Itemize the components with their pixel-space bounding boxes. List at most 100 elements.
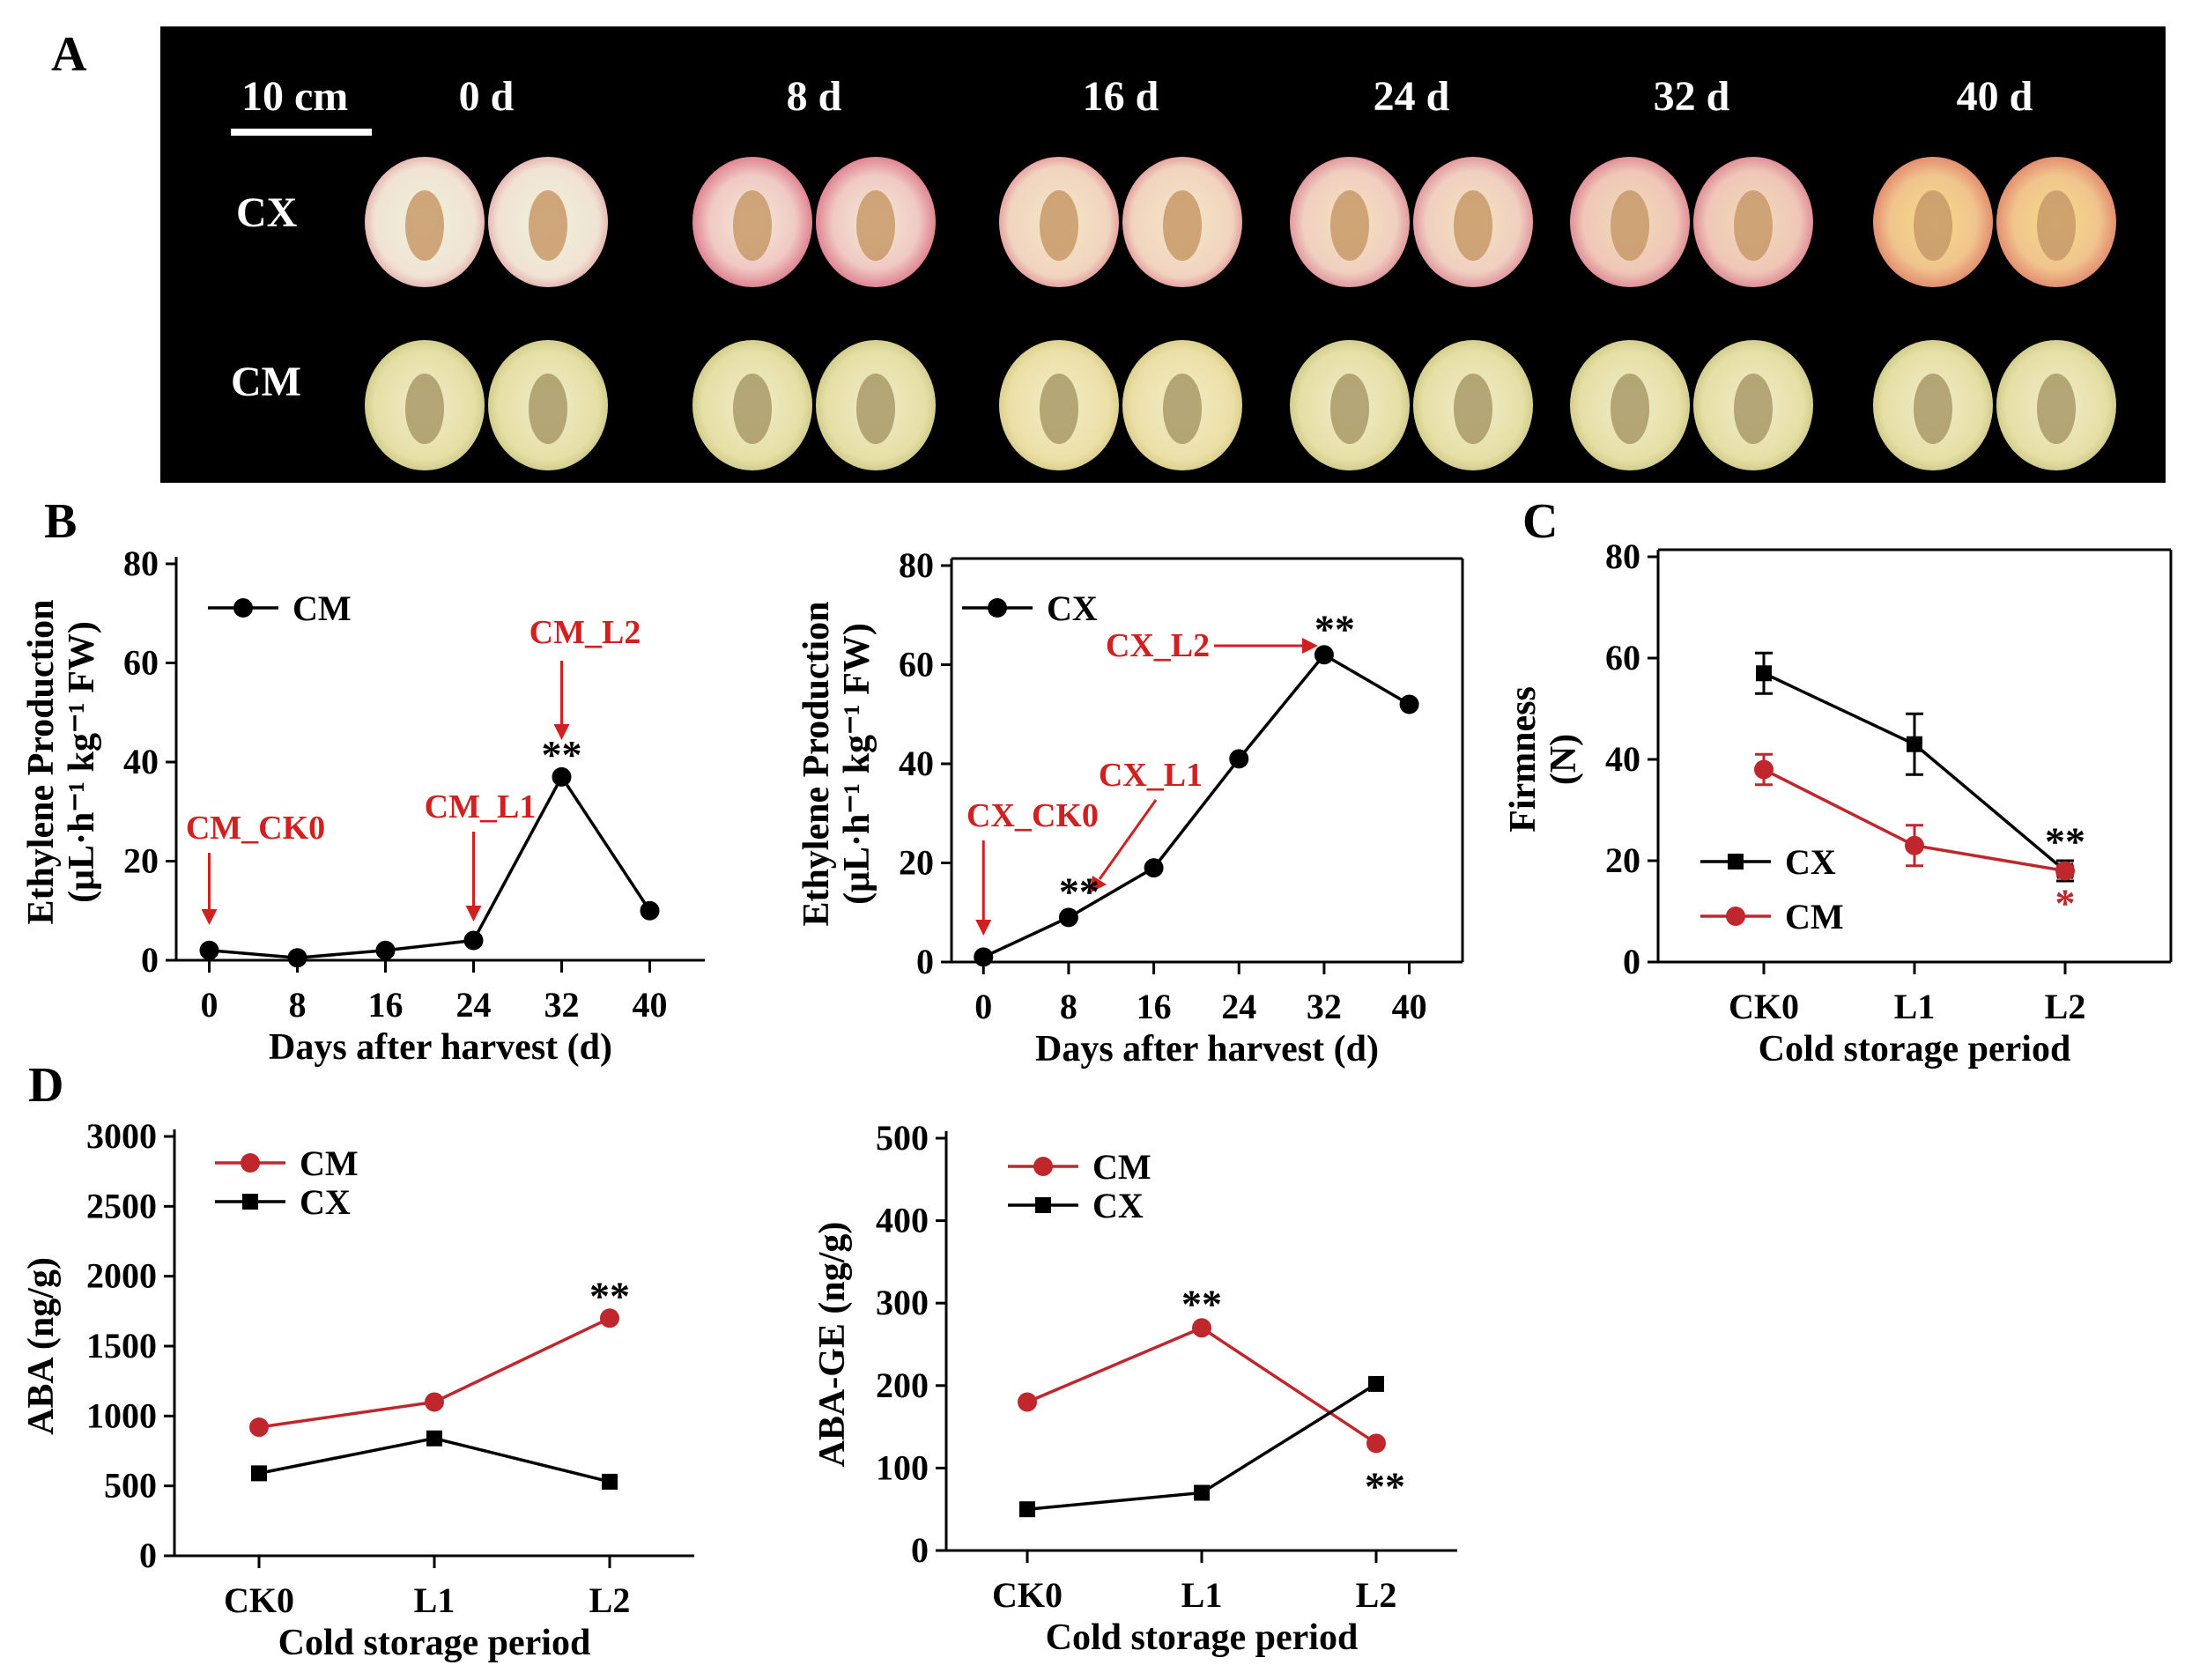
fruit-half-cm-1-left — [692, 340, 812, 470]
fruit-stone — [1040, 374, 1078, 444]
y-tick-label: 60 — [1605, 638, 1640, 677]
annotation-label: CM_L1 — [425, 788, 537, 825]
annotation-arrowhead — [553, 724, 570, 740]
fruit-stone — [856, 190, 895, 261]
y-tick-label: 60 — [123, 643, 159, 683]
fruit-stone — [529, 190, 567, 261]
fruit-half-cx-2-left — [999, 157, 1119, 287]
significance-mark: ** — [542, 732, 582, 777]
day-label-0: 0 d — [458, 73, 515, 120]
x-axis-title: Cold storage period — [1046, 1617, 1359, 1658]
y-tick-label: 2500 — [86, 1186, 157, 1225]
fruit-stone — [1330, 190, 1369, 261]
y-tick-label: 40 — [1605, 739, 1640, 779]
y-tick-label: 80 — [1605, 537, 1640, 576]
fruit-half-cm-5-left — [1873, 340, 1993, 470]
annotation-label: CX_CK0 — [966, 797, 1099, 834]
fruit-half-cx-2-right — [1122, 157, 1242, 287]
data-point-cx — [1058, 907, 1078, 928]
x-tick-label: CK0 — [992, 1575, 1063, 1615]
x-tick-label: 16 — [368, 985, 404, 1025]
legend-label-cm: CM — [293, 588, 352, 628]
y-tick-label: 500 — [876, 1118, 929, 1158]
fruit-half-cx-1-left — [692, 157, 812, 287]
y-tick-label: 20 — [123, 841, 159, 881]
fruit-stone — [1040, 190, 1078, 261]
x-tick-label: 8 — [1060, 987, 1077, 1026]
y-tick-label: 2000 — [86, 1256, 157, 1296]
data-point-cm — [375, 940, 396, 960]
y-tick-label: 300 — [876, 1283, 929, 1322]
data-point-cm — [249, 1417, 269, 1438]
fruit-half-cm-0-left — [365, 340, 485, 470]
x-tick-label: 24 — [456, 985, 492, 1025]
data-point-cm — [1754, 759, 1774, 780]
fruit-half-cx-5-right — [1996, 157, 2116, 287]
y-tick-label: 0 — [141, 940, 159, 980]
y-axis-title-units: (μL·h⁻¹ kg⁻¹ FW) — [837, 623, 878, 905]
fruit-stone — [1734, 374, 1773, 444]
data-point-cm — [1905, 835, 1924, 855]
annotation-label: CM_L2 — [529, 614, 641, 651]
x-axis-title: Cold storage period — [1759, 1029, 2071, 1069]
data-point-cm — [640, 900, 660, 921]
legend-marker — [1726, 907, 1745, 926]
x-tick-label: L1 — [1894, 987, 1936, 1026]
fruit-half-cx-4-left — [1570, 157, 1690, 287]
y-axis-title: ABA-GE (ng/g) — [812, 1222, 853, 1468]
fruit-half-cx-0-left — [365, 157, 485, 287]
annotation-arrowhead — [1089, 876, 1107, 893]
fruit-half-cm-0-right — [488, 340, 608, 470]
fruit-half-cm-1-right — [816, 340, 936, 470]
legend-label-cx: CX — [300, 1182, 351, 1222]
y-axis-title: Ethylene Production — [796, 601, 837, 926]
x-tick-label: L1 — [1181, 1575, 1223, 1615]
y-axis-title: Firmness — [1503, 686, 1544, 833]
y-tick-label: 60 — [899, 645, 934, 685]
x-tick-label: 24 — [1221, 987, 1256, 1026]
legend-label-cm: CM — [300, 1143, 359, 1183]
legend-label-cx: CX — [1092, 1186, 1144, 1225]
x-tick-label: 32 — [544, 985, 580, 1025]
fruit-stone — [1454, 374, 1492, 444]
fruit-half-cx-1-right — [816, 157, 936, 287]
x-axis-title: Days after harvest (d) — [269, 1027, 612, 1068]
legend-marker — [241, 1153, 260, 1173]
series-line-cx — [982, 652, 1411, 958]
fruit-stone — [856, 374, 895, 444]
panel-label-b: B — [44, 494, 78, 549]
fruit-stone — [405, 374, 444, 444]
annotation-label: CM_CK0 — [186, 810, 325, 847]
day-label-32: 32 d — [1653, 73, 1730, 120]
legend-label-cx: CX — [1047, 588, 1098, 628]
legend-marker — [988, 598, 1007, 618]
y-tick-label: 0 — [139, 1536, 157, 1575]
x-tick-label: CK0 — [224, 1580, 294, 1620]
annotation-label: CX_L2 — [1106, 627, 1210, 664]
x-axis-title: Days after harvest (d) — [1035, 1029, 1379, 1069]
fruit-half-cm-4-left — [1570, 340, 1690, 470]
data-point-cx — [1756, 665, 1772, 682]
data-point-cm — [287, 948, 307, 968]
fruit-half-cx-3-right — [1413, 157, 1533, 287]
fruit-half-cx-4-right — [1693, 157, 1813, 287]
fruit-half-cx-5-left — [1873, 157, 1993, 287]
x-tick-label: 8 — [289, 985, 307, 1025]
y-tick-label: 40 — [899, 744, 934, 783]
fruit-half-cm-3-left — [1290, 340, 1410, 470]
y-tick-label: 0 — [916, 942, 934, 981]
y-tick-label: 20 — [899, 843, 934, 883]
fruit-stone — [1611, 190, 1649, 261]
x-axis-title: Cold storage period — [278, 1623, 591, 1663]
data-point-cx — [1399, 694, 1419, 714]
fruit-stone — [405, 190, 444, 261]
significance-mark: ** — [1314, 606, 1355, 651]
legend-marker — [242, 1194, 258, 1210]
x-tick-label: 32 — [1307, 987, 1342, 1026]
fruit-stone — [1914, 190, 1952, 261]
fruit-stone — [733, 374, 772, 444]
x-tick-label: 16 — [1137, 987, 1172, 1026]
x-tick-label: L2 — [589, 1580, 631, 1620]
